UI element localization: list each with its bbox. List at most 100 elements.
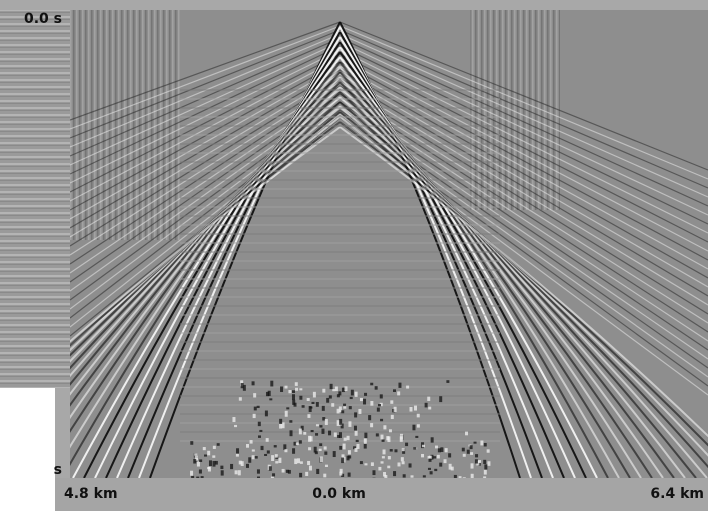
noise: [236, 454, 239, 457]
noise: [239, 461, 242, 465]
noise: [378, 404, 381, 406]
noise: [266, 392, 269, 396]
noise: [380, 435, 383, 440]
noise: [331, 403, 334, 407]
noise-zone: [70, 10, 180, 240]
noise: [204, 455, 207, 457]
noise: [337, 409, 340, 414]
noise: [411, 475, 414, 477]
noise: [344, 438, 347, 441]
noise: [255, 456, 258, 459]
noise: [199, 469, 202, 473]
noise: [303, 432, 306, 435]
noise: [324, 446, 327, 449]
noise: [465, 432, 468, 436]
noise: [364, 463, 367, 465]
noise: [393, 471, 396, 476]
noise: [448, 453, 451, 457]
noise: [238, 470, 241, 475]
page: 0.0 s s 4.8 km 0.0 km 6.4 km (() => { co…: [0, 0, 708, 511]
noise: [394, 407, 397, 412]
noise: [349, 406, 352, 409]
noise: [292, 448, 295, 454]
noise: [307, 414, 310, 418]
noise: [412, 425, 415, 431]
noise: [387, 466, 390, 469]
noise: [266, 438, 269, 442]
noise: [348, 473, 351, 477]
offset-right-label: 6.4 km: [650, 486, 704, 502]
noise: [358, 409, 361, 414]
time-bottom-label: s: [54, 462, 62, 478]
noise: [330, 384, 333, 389]
noise: [364, 393, 367, 396]
noise: [252, 455, 255, 459]
noise: [329, 395, 332, 398]
noise: [275, 461, 278, 463]
noise: [475, 459, 478, 463]
noise: [391, 415, 394, 419]
noise: [375, 386, 378, 389]
noise: [280, 386, 283, 391]
noise: [347, 456, 350, 461]
noise: [351, 390, 354, 396]
noise: [335, 387, 338, 392]
noise: [294, 459, 297, 464]
noise: [324, 451, 327, 454]
noise: [417, 424, 420, 427]
noise: [264, 454, 267, 456]
noise: [377, 408, 380, 412]
noise: [252, 449, 255, 451]
noise: [289, 420, 292, 423]
noise: [339, 419, 342, 425]
noise: [402, 448, 405, 451]
noise: [232, 417, 235, 422]
noise: [299, 396, 302, 400]
noise: [248, 457, 251, 462]
noise: [286, 407, 289, 409]
noise: [370, 383, 373, 386]
noise: [339, 472, 342, 476]
noise: [333, 451, 336, 457]
noise: [422, 445, 425, 447]
noise: [236, 448, 239, 453]
noise: [271, 455, 274, 461]
noise: [239, 397, 242, 400]
noise: [368, 415, 371, 420]
noise: [343, 404, 346, 407]
noise: [288, 470, 291, 474]
noise: [425, 403, 428, 408]
noise: [322, 417, 325, 420]
noise: [267, 450, 270, 453]
noise: [341, 458, 344, 464]
noise: [376, 433, 379, 436]
noise: [319, 425, 322, 427]
noise: [295, 382, 298, 386]
noise: [470, 452, 473, 455]
noise: [354, 448, 357, 452]
noise: [484, 464, 487, 469]
noise: [315, 451, 318, 454]
noise: [269, 466, 272, 471]
noise: [474, 442, 477, 444]
noise: [430, 471, 433, 474]
noise: [390, 400, 393, 403]
noise: [341, 410, 344, 413]
noise: [305, 472, 308, 476]
noise: [197, 461, 200, 466]
noise: [397, 391, 400, 395]
noise: [258, 435, 261, 437]
noise: [449, 464, 452, 470]
offset-center-label: 0.0 km: [312, 486, 366, 502]
noise: [252, 381, 255, 385]
noise: [212, 455, 215, 457]
noise: [388, 456, 391, 459]
noise: [221, 470, 224, 475]
noise: [307, 398, 310, 401]
noise: [475, 454, 478, 457]
noise: [325, 419, 328, 425]
noise: [297, 458, 300, 463]
noise: [337, 394, 340, 397]
noise: [254, 407, 257, 411]
noise: [363, 399, 366, 405]
